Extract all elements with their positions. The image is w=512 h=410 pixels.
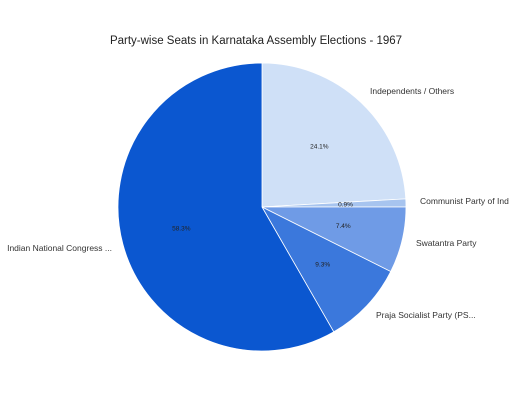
pie-slice-1 xyxy=(261,62,407,208)
chart-title: Party-wise Seats in Karnataka Assembly E… xyxy=(109,35,403,47)
slice-label-3: Swatantra Party xyxy=(416,238,477,248)
pie-slice-5 xyxy=(117,62,335,352)
slice-label-4: Praja Socialist Party (PS... xyxy=(376,310,476,320)
pct-label-2: 0.9% xyxy=(338,202,353,209)
pie-slice-4 xyxy=(260,206,392,333)
pct-label-5: 58.3% xyxy=(172,226,191,233)
slice-label-1: Independents / Others xyxy=(370,86,454,96)
pct-label-4: 9.3% xyxy=(315,261,330,268)
slice-label-2: Communist Party of Ind xyxy=(420,196,509,206)
slice-label-5: Indian National Congress ... xyxy=(7,243,112,253)
pct-label-1: 24.1% xyxy=(310,143,329,150)
pct-label-3: 7.4% xyxy=(336,223,351,230)
